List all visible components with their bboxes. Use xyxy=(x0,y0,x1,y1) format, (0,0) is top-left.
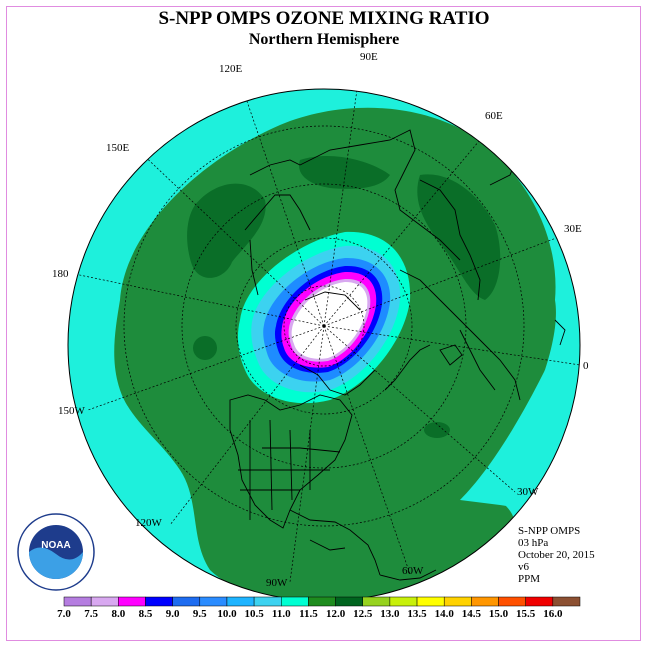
info-version: v6 xyxy=(518,561,529,573)
map-disk xyxy=(68,89,580,601)
lon-label-150e: 150E xyxy=(106,142,130,154)
lon-label-180: 180 xyxy=(52,268,69,280)
info-instrument: S-NPP OMPS xyxy=(518,525,581,537)
lon-label-0: 0 xyxy=(583,360,589,372)
coastlines xyxy=(229,129,566,581)
polar-core xyxy=(291,282,368,359)
lon-label-150w: 150W xyxy=(58,405,85,417)
info-block: S-NPP OMPS 03 hPa October 20, 2015 v6 PP… xyxy=(518,525,595,585)
latitude-circles xyxy=(123,125,525,527)
dark-green-spot-1 xyxy=(193,336,217,360)
lon-label-120w: 120W xyxy=(135,517,162,529)
lon-label-30w: 30W xyxy=(517,486,539,498)
info-date: October 20, 2015 xyxy=(518,549,595,561)
lon-label-60w: 60W xyxy=(402,565,424,577)
dark-green-spot-2 xyxy=(424,422,450,438)
lon-label-60e: 60E xyxy=(485,110,503,122)
lon-label-30e: 30E xyxy=(564,223,582,235)
lon-label-90w: 90W xyxy=(266,577,288,589)
noaa-logo-text: NOAA xyxy=(41,540,70,551)
dark-green-patch-north xyxy=(299,155,390,189)
noaa-logo: NOAA xyxy=(17,513,95,591)
info-units: PPM xyxy=(518,573,541,585)
lon-label-90e: 90E xyxy=(360,51,378,63)
noaa-logo-wave xyxy=(29,547,83,579)
info-level: 03 hPa xyxy=(518,537,549,549)
map-title: S-NPP OMPS OZONE MIXING RATIO xyxy=(158,8,490,29)
figure-frame xyxy=(6,6,641,641)
meridians xyxy=(69,89,580,583)
map-subtitle: Northern Hemisphere xyxy=(248,31,400,48)
dark-green-patch-east xyxy=(417,174,501,300)
dark-green-patch-west xyxy=(187,183,266,278)
lon-label-120e: 120E xyxy=(219,63,243,75)
